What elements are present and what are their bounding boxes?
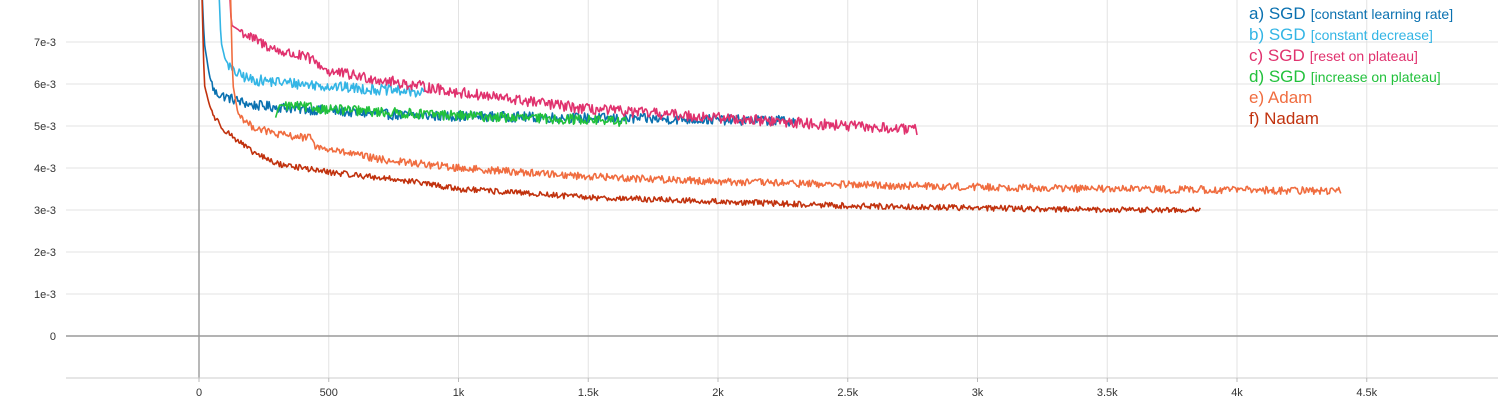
series-line-5	[229, 0, 1342, 196]
y-tick-label: 2e-3	[34, 247, 56, 259]
x-tick-label: 3k	[972, 387, 984, 399]
x-tick-label: 2k	[712, 387, 724, 399]
y-tick-label: 7e-3	[34, 37, 56, 49]
legend-series-note: [constant learning rate]	[1311, 6, 1453, 22]
x-tick-label: 3.5k	[1097, 387, 1118, 399]
series-line-6	[201, 0, 1201, 214]
legend-item: f) Nadam	[1249, 109, 1319, 128]
legend-series-note: [reset on plateau]	[1310, 48, 1418, 64]
x-tick-label: 500	[320, 387, 338, 399]
legend-series-note: [increase on plateau]	[1311, 69, 1441, 85]
series-lines	[201, 0, 1342, 214]
legend-item: a) SGD [constant learning rate]	[1249, 4, 1453, 23]
legend-item: c) SGD [reset on plateau]	[1249, 46, 1418, 65]
x-tick-label: 2.5k	[837, 387, 858, 399]
series-line-4	[274, 100, 628, 127]
legend-item: e) Adam	[1249, 88, 1312, 107]
legend-series-name: a) SGD	[1249, 4, 1306, 23]
legend-series-name: e) Adam	[1249, 88, 1312, 107]
axes	[66, 0, 1498, 379]
y-tick-label: 3e-3	[34, 205, 56, 217]
legend-item: d) SGD [increase on plateau]	[1249, 67, 1441, 86]
y-tick-label: 0	[50, 331, 56, 343]
legend-series-name: d) SGD	[1249, 67, 1306, 86]
series-line-2	[218, 0, 425, 98]
x-tick-label: 1k	[453, 387, 465, 399]
legend-series-name: f) Nadam	[1249, 109, 1319, 128]
y-tick-label: 1e-3	[34, 289, 56, 301]
y-tick-label: 4e-3	[34, 163, 56, 175]
tick-labels: 0 500 1k 1.5k 2k 2.5k 3k 3.5k 4k 4.5k 0 1e-3 2e-3 3e-…	[34, 37, 1378, 399]
x-tick-label: 0	[196, 387, 202, 399]
series-line-3	[229, 0, 918, 136]
x-tick-label: 4.5k	[1356, 387, 1377, 399]
y-tick-label: 5e-3	[34, 121, 56, 133]
legend-series-name: b) SGD	[1249, 25, 1306, 44]
legend: a) SGD [constant learning rate] b) SGD [con…	[1249, 4, 1453, 128]
x-tick-label: 4k	[1231, 387, 1243, 399]
legend-item: b) SGD [constant decrease]	[1249, 25, 1433, 44]
x-tick-label: 1.5k	[578, 387, 599, 399]
y-tick-label: 6e-3	[34, 79, 56, 91]
legend-series-name: c) SGD	[1249, 46, 1305, 65]
legend-series-note: [constant decrease]	[1311, 27, 1433, 43]
